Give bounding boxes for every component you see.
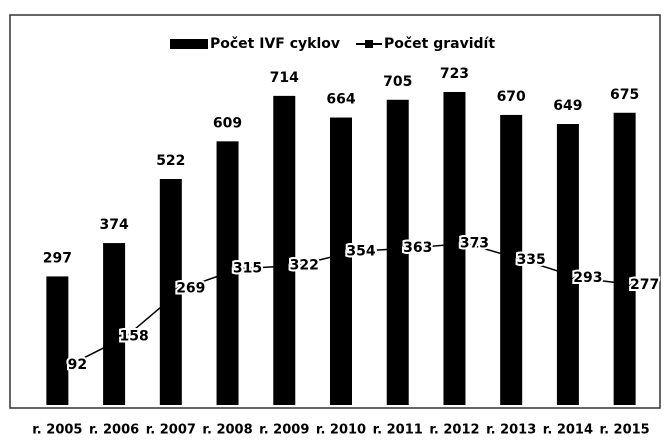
x-tick-label: r. 2011 <box>373 423 423 438</box>
line-value-label: 373 <box>460 236 489 252</box>
line-value-label: 335 <box>517 252 546 268</box>
x-tick-label: r. 2012 <box>429 423 479 438</box>
x-tick-label: r. 2009 <box>259 423 309 438</box>
bar-value-label: 609 <box>213 115 242 131</box>
line-value-label: 315 <box>233 261 262 277</box>
legend-label: Počet gravidít <box>384 36 495 52</box>
bar-value-label: 670 <box>497 89 526 105</box>
bar <box>443 91 466 406</box>
bar-value-label: 723 <box>440 66 469 82</box>
x-tick-label: r. 2015 <box>600 423 650 438</box>
bar-value-label: 675 <box>610 87 639 103</box>
line-value-label: 363 <box>403 240 432 256</box>
bar-value-label: 522 <box>156 153 185 169</box>
x-tick-label: r. 2005 <box>32 423 82 438</box>
bar <box>330 117 352 405</box>
bar <box>613 112 636 405</box>
line-value-label: 269 <box>176 281 205 297</box>
bar <box>500 114 523 405</box>
line-value-label: 92 <box>68 357 87 373</box>
bar-value-label: 297 <box>43 250 72 266</box>
bar-value-label: 714 <box>270 70 299 86</box>
line-value-label: 277 <box>630 277 659 293</box>
bar-value-label: 374 <box>99 217 128 233</box>
bar <box>556 124 579 405</box>
x-tick-label: r. 2006 <box>89 423 139 438</box>
line-value-label: 322 <box>290 258 319 274</box>
bar-value-label: 705 <box>383 74 412 90</box>
line-value-label: 354 <box>346 244 375 260</box>
bar <box>159 179 182 405</box>
bar-value-label: 664 <box>326 92 355 108</box>
x-tick-label: r. 2010 <box>316 423 366 438</box>
x-tick-label: r. 2013 <box>486 423 536 438</box>
line <box>69 242 637 366</box>
legend-label: Počet IVF cyklov <box>210 36 340 52</box>
x-tick-label: r. 2007 <box>146 423 196 438</box>
bar <box>386 99 409 405</box>
bar <box>273 95 296 405</box>
x-tick-label: r. 2014 <box>543 423 593 438</box>
bar <box>103 243 126 405</box>
x-tick-label: r. 2008 <box>202 423 252 438</box>
line-value-label: 158 <box>119 329 148 345</box>
bar <box>46 276 69 405</box>
bar-value-label: 649 <box>553 98 582 114</box>
legend-swatch <box>170 39 208 49</box>
line-value-label: 293 <box>573 270 602 286</box>
legend-marker <box>365 40 373 48</box>
